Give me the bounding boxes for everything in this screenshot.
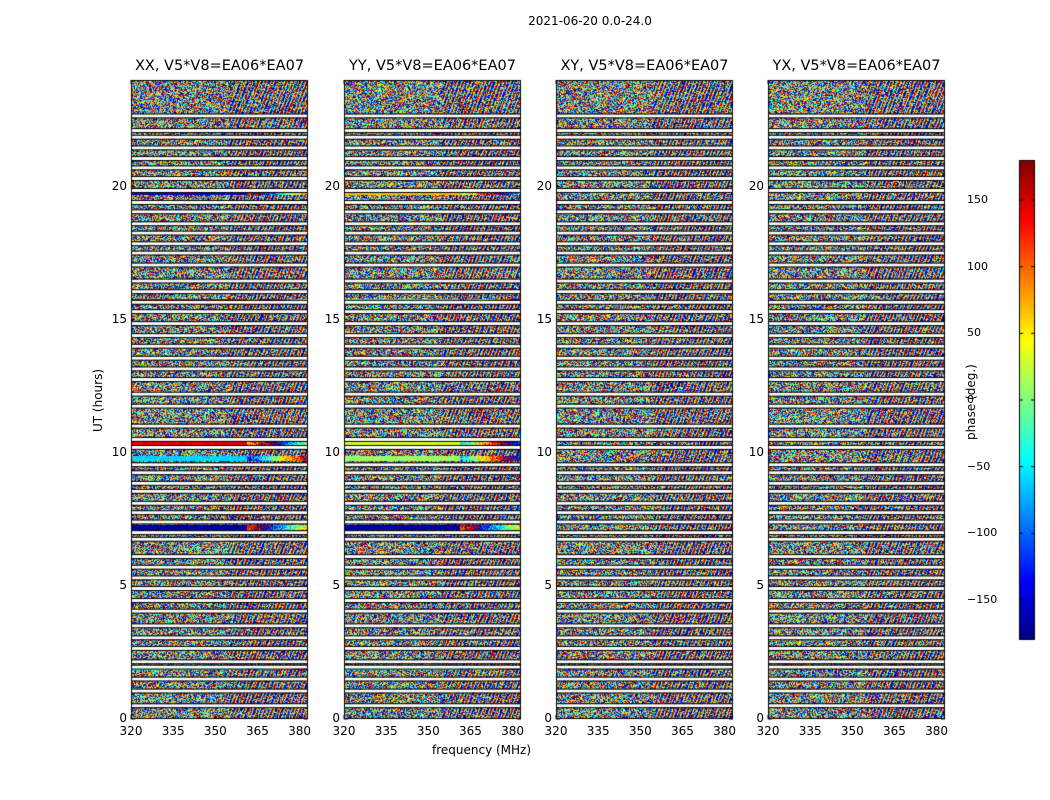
y-tick-label: 0 <box>756 711 764 725</box>
y-tick-label: 15 <box>324 311 340 326</box>
x-tick-label: 350 <box>416 724 440 738</box>
x-tick-label: 380 <box>713 724 737 738</box>
colorbar-tick-label: 100 <box>967 259 988 273</box>
panel-title-xy: XY, V5*V8=EA06*EA07 <box>560 58 729 74</box>
y-tick-label: 10 <box>111 444 127 459</box>
colorbar-tick-label: 0 <box>967 393 974 406</box>
x-tick-label: 365 <box>670 724 694 738</box>
y-tick-label: 10 <box>324 444 340 459</box>
colorbar-tick-label: −50 <box>967 459 991 473</box>
y-tick-label: 0 <box>332 711 340 725</box>
x-tick-label: 320 <box>332 724 356 738</box>
x-tick-label: 335 <box>161 724 185 738</box>
x-tick-label: 335 <box>374 724 398 738</box>
x-tick-label: 365 <box>882 724 906 738</box>
panel-title-yy: YY, V5*V8=EA06*EA07 <box>349 58 516 74</box>
y-axis-label: UT (hours) <box>91 368 105 432</box>
y-tick-label: 20 <box>536 178 552 193</box>
x-tick-label: 365 <box>458 724 482 738</box>
y-tick-label: 10 <box>536 444 552 459</box>
x-tick-label: 365 <box>245 724 269 738</box>
y-tick-label: 5 <box>332 577 340 592</box>
x-tick-label: 335 <box>586 724 610 738</box>
x-tick-label: 380 <box>288 724 312 738</box>
colorbar-tick-label: 50 <box>967 326 981 340</box>
x-axis-label: frequency (MHz) <box>432 743 532 757</box>
y-tick-label: 20 <box>748 178 764 193</box>
colorbar-tick-label: 150 <box>967 193 988 206</box>
y-tick-label: 0 <box>119 711 127 725</box>
y-tick-label: 15 <box>536 311 552 326</box>
figure-suptitle: 2021-06-20 0.0-24.0 <box>528 14 652 28</box>
colorbar-tick-label: −150 <box>967 593 998 606</box>
y-tick-label: 10 <box>748 444 764 459</box>
colorbar-tick-label: −100 <box>967 526 998 540</box>
x-tick-label: 350 <box>628 724 652 738</box>
x-tick-label: 380 <box>925 724 949 738</box>
y-tick-label: 5 <box>119 577 127 592</box>
x-tick-label: 350 <box>840 724 864 738</box>
panel-title-xx: XX, V5*V8=EA06*EA07 <box>134 58 305 74</box>
y-tick-label: 5 <box>756 577 764 592</box>
x-tick-label: 350 <box>203 724 227 738</box>
x-tick-label: 380 <box>501 724 525 738</box>
y-tick-label: 5 <box>544 577 552 592</box>
panel-title-yx: YX, V5*V8=EA06*EA07 <box>772 58 941 74</box>
x-tick-label: 320 <box>119 724 143 738</box>
x-tick-label: 335 <box>798 724 822 738</box>
y-tick-label: 15 <box>748 311 764 326</box>
y-tick-label: 20 <box>324 178 340 193</box>
y-tick-label: 15 <box>111 311 127 326</box>
x-tick-label: 320 <box>544 724 568 738</box>
y-tick-label: 20 <box>111 178 127 193</box>
y-tick-label: 0 <box>544 711 552 725</box>
x-tick-label: 320 <box>756 724 780 738</box>
